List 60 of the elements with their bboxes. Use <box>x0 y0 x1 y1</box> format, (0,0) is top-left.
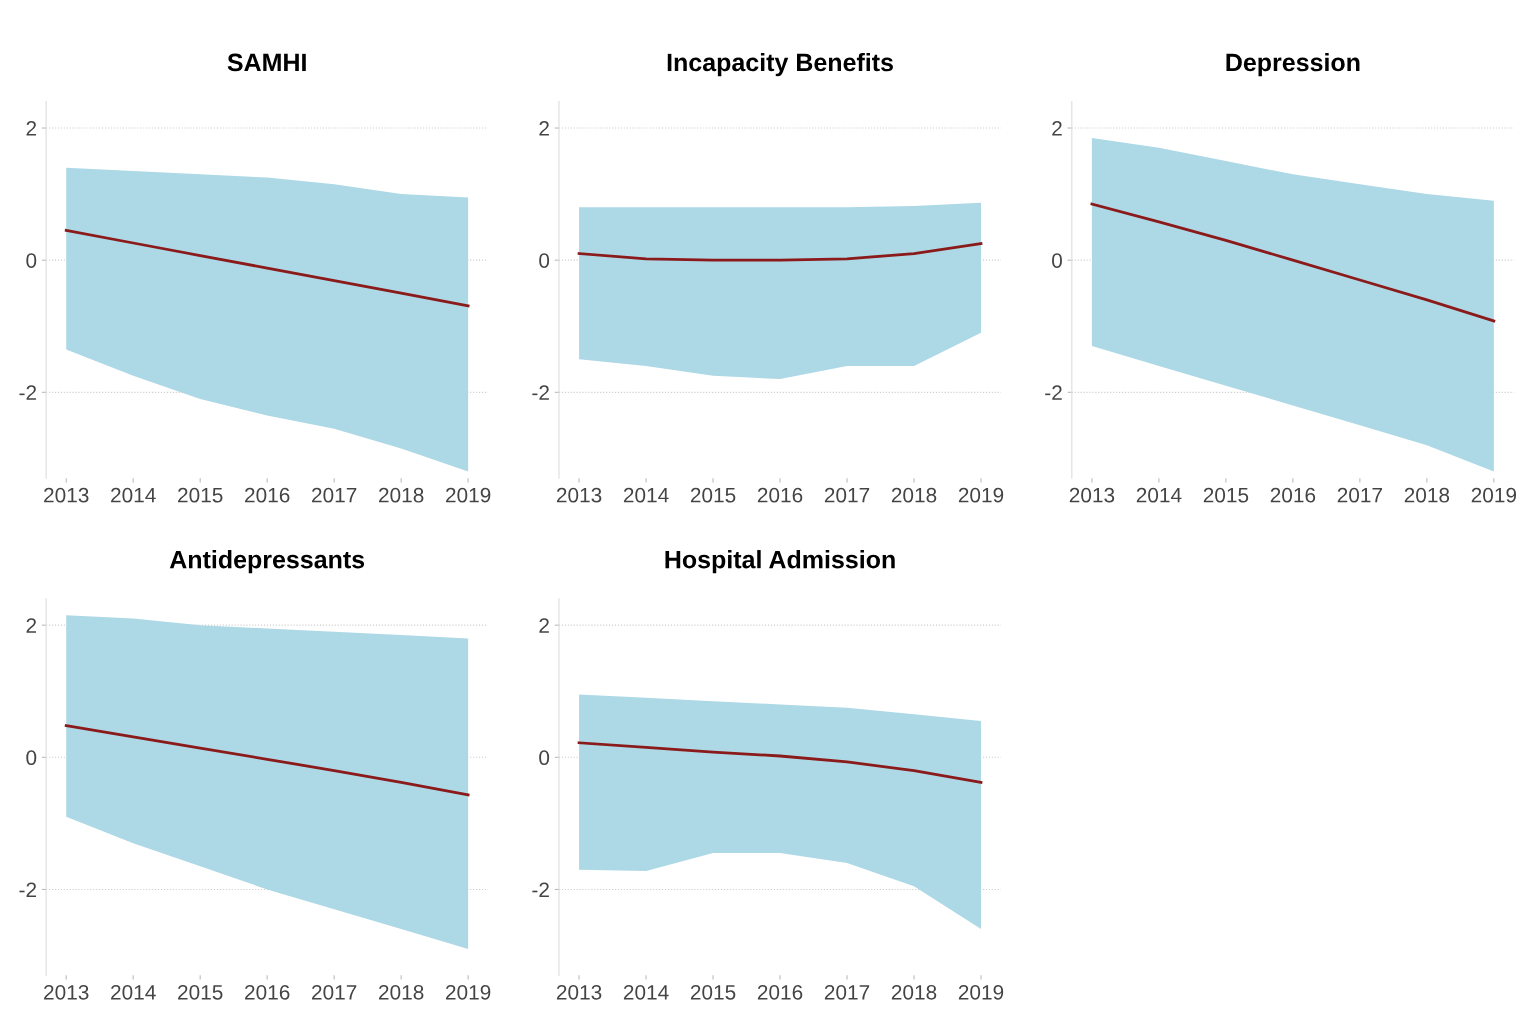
y-tick-label: 2 <box>26 121 37 136</box>
x-tick-label: 2016 <box>757 487 803 503</box>
x-tick-label: 2014 <box>1136 487 1182 503</box>
x-tick-label: 2017 <box>1337 487 1382 503</box>
x-tick-label: 2018 <box>1404 487 1450 503</box>
x-tick-label: 2016 <box>1270 487 1316 503</box>
x-tick-label: 2019 <box>446 487 491 503</box>
line-series <box>64 724 470 797</box>
x-tick-label: 2017 <box>824 984 870 1000</box>
y-tick-label: 2 <box>539 618 549 633</box>
line-series <box>1090 202 1496 323</box>
y-tick-label: 0 <box>1052 253 1062 268</box>
chart-title: Hospital Admission <box>665 550 895 574</box>
x-tick-label: 2015 <box>1203 487 1249 503</box>
x-tick-label: 2015 <box>178 487 223 503</box>
x-tick-label: 2016 <box>245 487 290 503</box>
x-tick-label: 2015 <box>690 984 736 1000</box>
x-tick-label: 2014 <box>623 984 669 1000</box>
x-tick-label: 2014 <box>623 487 669 503</box>
x-tick-label: 2013 <box>1069 487 1115 503</box>
y-tick-label: 2 <box>26 618 37 633</box>
x-tick-label: 2017 <box>312 984 357 1000</box>
x-tick-label: 2015 <box>178 984 223 1000</box>
y-tick-label: -2 <box>532 882 549 898</box>
x-tick-label: 2013 <box>556 487 602 503</box>
y-tick-label: 0 <box>26 253 37 268</box>
x-tick-label: 2016 <box>245 984 290 1000</box>
line-series <box>64 229 470 308</box>
x-tick-label: 2018 <box>379 487 424 503</box>
x-tick-label: 2018 <box>891 487 937 503</box>
x-tick-label: 2016 <box>757 984 803 1000</box>
x-tick-label: 2013 <box>556 984 602 1000</box>
chart-title: Antidepressants <box>169 550 365 574</box>
chart-title: Depression <box>1226 52 1360 77</box>
chart-title: Incapacity Benefits <box>667 52 893 77</box>
y-tick-label: -2 <box>532 385 549 400</box>
x-tick-label: 2017 <box>312 487 357 503</box>
x-tick-label: 2018 <box>891 984 937 1000</box>
x-tick-label: 2014 <box>111 487 156 503</box>
y-tick-label: 0 <box>26 750 37 766</box>
y-tick-label: 2 <box>1052 121 1062 136</box>
x-tick-label: 2018 <box>379 984 424 1000</box>
chart-title: SAMHI <box>227 53 306 72</box>
x-tick-label: 2017 <box>824 487 870 503</box>
x-tick-label: 2019 <box>958 984 1004 1000</box>
x-tick-label: 2014 <box>111 984 156 1000</box>
x-tick-label: 2019 <box>446 984 491 1000</box>
y-tick-label: -2 <box>1045 385 1062 400</box>
x-tick-label: 2015 <box>690 487 736 503</box>
line-series <box>577 242 983 262</box>
x-tick-label: 2019 <box>958 487 1004 503</box>
x-tick-label: 2013 <box>44 487 89 503</box>
x-tick-label: 2013 <box>44 984 89 1000</box>
line-series <box>577 741 983 784</box>
y-tick-label: 2 <box>539 121 549 136</box>
y-tick-label: -2 <box>19 385 37 400</box>
y-tick-label: -2 <box>19 882 37 898</box>
x-tick-label: 2019 <box>1471 487 1517 503</box>
y-tick-label: 0 <box>539 253 550 268</box>
y-tick-label: 0 <box>539 750 550 766</box>
